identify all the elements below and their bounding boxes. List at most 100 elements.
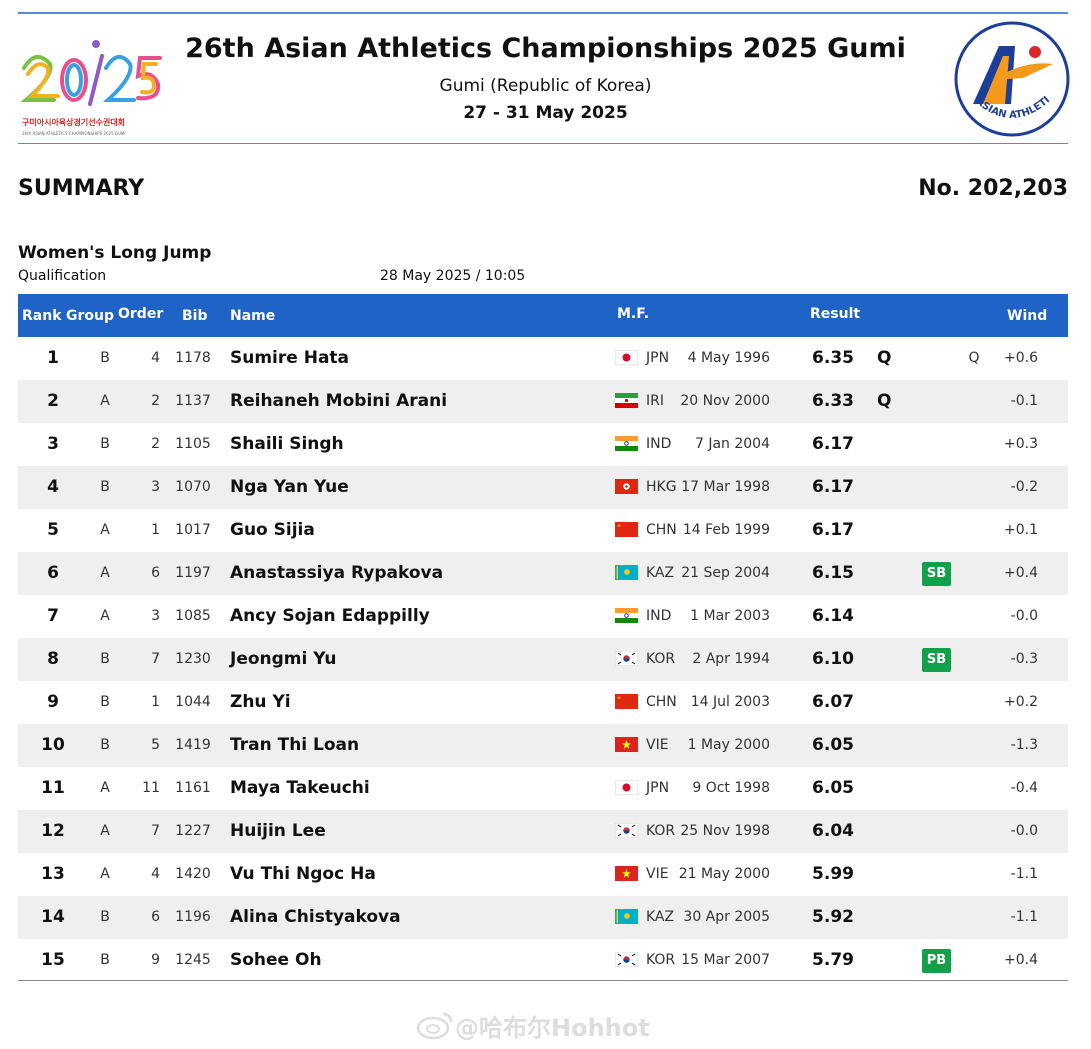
- header: 구미아시아육상경기선수권대회 26th ASIAN ATHLETICS CHAM…: [0, 14, 1091, 142]
- order: 6: [151, 565, 160, 581]
- date-of-birth: 9 Oct 1998: [692, 780, 770, 796]
- wind: -0.0: [1010, 823, 1038, 839]
- date-of-birth: 14 Feb 1999: [682, 522, 770, 538]
- rank: 6: [47, 563, 59, 583]
- record-cell: PB: [922, 939, 952, 982]
- qualifier-mark-secondary: [967, 509, 981, 552]
- qualifier-mark-secondary: [967, 853, 981, 896]
- order: 2: [151, 436, 160, 452]
- table-row: 15 B 9 1245 Sohee Oh KOR 15 Mar 2007 5.7…: [18, 939, 1068, 982]
- col-bib: Bib: [182, 308, 208, 324]
- bib: 1420: [175, 866, 211, 882]
- order: 3: [151, 479, 160, 495]
- rank: 10: [41, 735, 65, 755]
- col-group: Group: [66, 308, 115, 324]
- bib: 1245: [175, 952, 211, 968]
- flag-kaz-icon: [615, 552, 639, 595]
- bib: 1044: [175, 694, 211, 710]
- col-mf: M.F.: [617, 306, 650, 322]
- order: 6: [151, 909, 160, 925]
- qualifier-mark: [877, 939, 897, 982]
- qualifier-mark-secondary: [967, 466, 981, 509]
- qualifier-mark: [877, 681, 897, 724]
- record-badge: SB: [922, 562, 951, 586]
- date-of-birth: 20 Nov 2000: [680, 393, 770, 409]
- date-of-birth: 15 Mar 2007: [681, 952, 770, 968]
- bib: 1105: [175, 436, 211, 452]
- flag-kor-icon: [615, 810, 639, 853]
- table-row: 8 B 7 1230 Jeongmi Yu KOR 2 Apr 1994 6.1…: [18, 638, 1068, 681]
- bib: 1196: [175, 909, 211, 925]
- flag-kor-icon: [615, 638, 639, 681]
- nationality: IND: [646, 436, 672, 452]
- table-row: 5 A 1 1017 Guo Sijia CHN 14 Feb 1999 6.1…: [18, 509, 1068, 552]
- table-row: 6 A 6 1197 Anastassiya Rypakova KAZ 21 S…: [18, 552, 1068, 595]
- bib: 1070: [175, 479, 211, 495]
- athlete-name: Anastassiya Rypakova: [230, 563, 444, 583]
- location: Gumi (Republic of Korea): [439, 76, 652, 96]
- round-name: Qualification: [18, 268, 107, 284]
- bib: 1178: [175, 350, 211, 366]
- group: B: [100, 909, 110, 925]
- nationality: KOR: [646, 952, 676, 968]
- bib: 1419: [175, 737, 211, 753]
- result: 6.17: [812, 477, 854, 497]
- table-row: 10 B 5 1419 Tran Thi Loan VIE 1 May 2000…: [18, 724, 1068, 767]
- date-of-birth: 25 Nov 1998: [680, 823, 770, 839]
- table-row: 4 B 3 1070 Nga Yan Yue HKG 17 Mar 1998 6…: [18, 466, 1068, 509]
- order: 2: [151, 393, 160, 409]
- group: A: [100, 522, 110, 538]
- date-of-birth: 1 May 2000: [687, 737, 770, 753]
- bib: 1161: [175, 780, 211, 796]
- order: 5: [151, 737, 160, 753]
- order: 7: [151, 823, 160, 839]
- group: B: [100, 436, 110, 452]
- table-row: 1 B 4 1178 Sumire Hata JPN 4 May 1996 6.…: [18, 337, 1068, 380]
- athlete-name: Alina Chistyakova: [230, 907, 401, 927]
- col-name: Name: [230, 308, 276, 324]
- wind: -1.1: [1010, 909, 1038, 925]
- nationality: KOR: [646, 823, 676, 839]
- nationality: CHN: [646, 522, 677, 538]
- rank: 9: [47, 692, 59, 712]
- result: 6.14: [812, 606, 854, 626]
- athlete-name: Sohee Oh: [230, 950, 322, 970]
- nationality: KAZ: [646, 909, 675, 925]
- nationality: IND: [646, 608, 672, 624]
- rank: 5: [47, 520, 59, 540]
- qualifier-mark-secondary: [967, 724, 981, 767]
- flag-chn-icon: [615, 681, 639, 724]
- date-of-birth: 2 Apr 1994: [692, 651, 770, 667]
- flag-vie-icon: [615, 853, 639, 896]
- athlete-name: Zhu Yi: [230, 692, 291, 712]
- nationality: JPN: [646, 350, 670, 366]
- asian-athletics-logo: ASIAN ATHLETICS: [953, 20, 1070, 137]
- wind: -1.3: [1010, 737, 1038, 753]
- table-row: 11 A 11 1161 Maya Takeuchi JPN 9 Oct 199…: [18, 767, 1068, 810]
- nationality: HKG: [646, 479, 677, 495]
- flag-jpn-icon: [615, 337, 639, 380]
- qualifier-mark: [877, 466, 897, 509]
- qualifier-mark-secondary: [967, 638, 981, 681]
- table-row: 13 A 4 1420 Vu Thi Ngoc Ha VIE 21 May 20…: [18, 853, 1068, 896]
- rank: 8: [47, 649, 59, 669]
- group: B: [100, 651, 110, 667]
- date-of-birth: 7 Jan 2004: [694, 436, 770, 452]
- athlete-name: Nga Yan Yue: [230, 477, 349, 497]
- qualifier-mark: [877, 423, 897, 466]
- athlete-name: Tran Thi Loan: [230, 735, 360, 755]
- flag-kaz-icon: [615, 896, 639, 939]
- order: 7: [151, 651, 160, 667]
- qualifier-mark: [877, 552, 897, 595]
- athlete-name: Jeongmi Yu: [230, 649, 337, 669]
- qualifier-mark-secondary: [967, 939, 981, 982]
- result: 6.05: [812, 778, 854, 798]
- athlete-name: Guo Sijia: [230, 520, 315, 540]
- qualifier-mark: [877, 853, 897, 896]
- qualifier-mark-secondary: [967, 681, 981, 724]
- col-order: Order: [118, 306, 164, 322]
- flag-jpn-icon: [615, 767, 639, 810]
- event-name: Women's Long Jump: [18, 243, 212, 263]
- group: B: [100, 952, 110, 968]
- date-of-birth: 30 Apr 2005: [683, 909, 770, 925]
